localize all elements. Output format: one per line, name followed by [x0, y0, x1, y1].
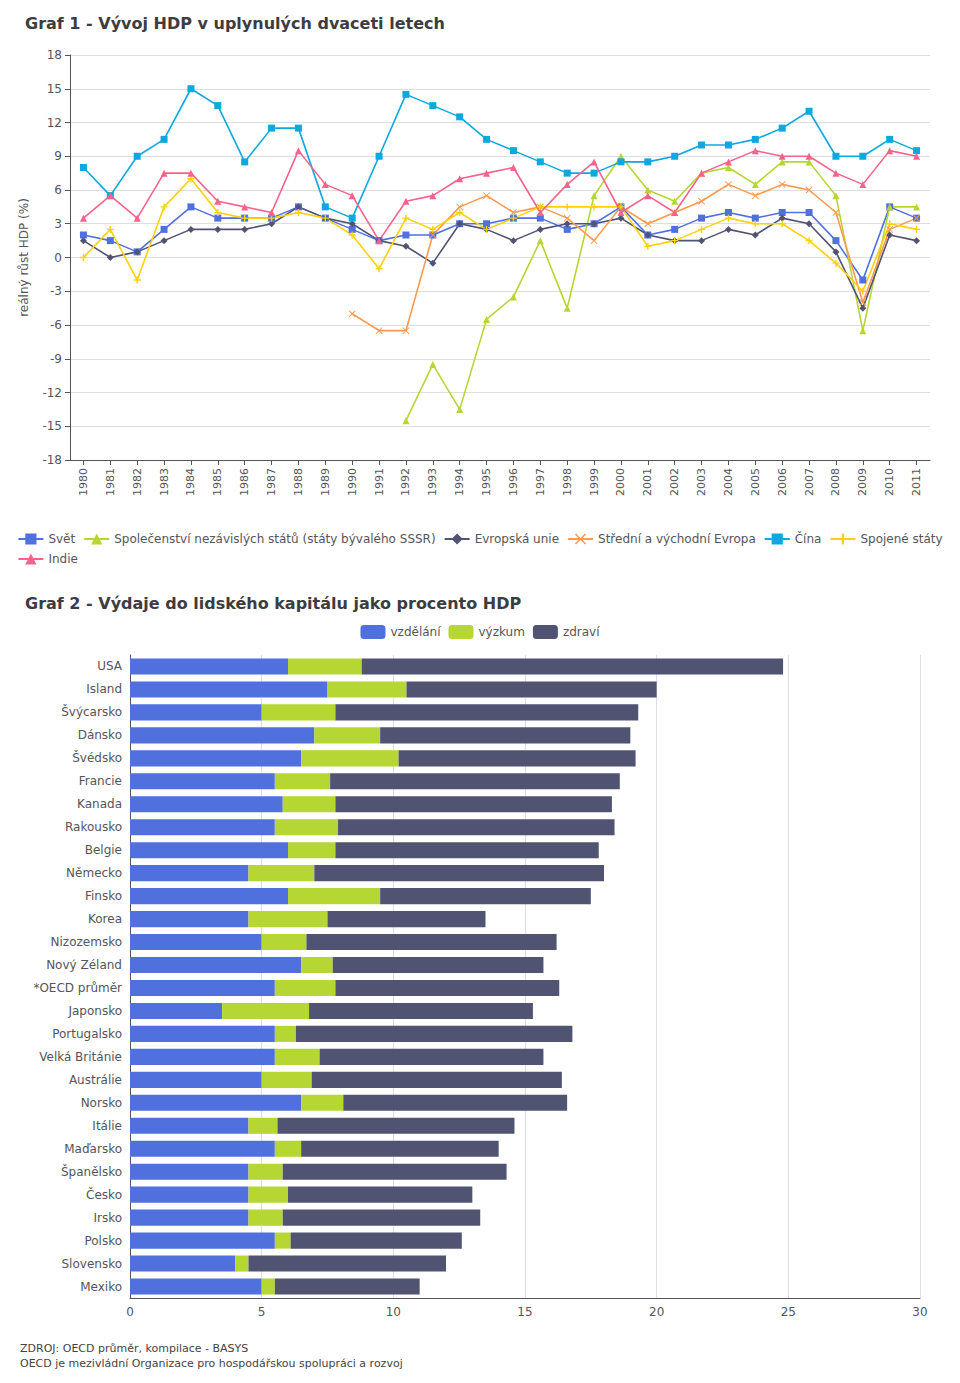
svg-text:1987: 1987: [265, 468, 278, 496]
svg-text:15: 15: [47, 82, 62, 96]
svg-text:0: 0: [126, 1305, 134, 1319]
svg-text:Společenství nezávislých států: Společenství nezávislých států (státy bý…: [114, 532, 435, 546]
svg-text:2004: 2004: [722, 468, 735, 496]
svg-text:Evropská unie: Evropská unie: [475, 532, 559, 546]
svg-text:30: 30: [912, 1305, 927, 1319]
svg-text:2005: 2005: [749, 468, 762, 496]
svg-text:2002: 2002: [668, 468, 681, 496]
svg-text:Spojené státy: Spojené státy: [860, 532, 942, 546]
svg-text:Čína: Čína: [795, 531, 822, 546]
svg-text:ZDROJ: OECD průměr, kompilace: ZDROJ: OECD průměr, kompilace - BASYS: [20, 1342, 248, 1355]
svg-text:1998: 1998: [561, 468, 574, 496]
svg-text:1991: 1991: [373, 468, 386, 496]
svg-text:Maďarsko: Maďarsko: [64, 1142, 122, 1156]
svg-text:1997: 1997: [534, 468, 547, 496]
svg-text:2003: 2003: [695, 468, 708, 496]
svg-text:5: 5: [258, 1305, 266, 1319]
svg-text:zdraví: zdraví: [563, 625, 600, 639]
svg-text:1992: 1992: [399, 468, 412, 496]
svg-text:1993: 1993: [426, 468, 439, 496]
svg-text:-15: -15: [42, 419, 62, 433]
svg-text:2006: 2006: [776, 468, 789, 496]
svg-text:1981: 1981: [104, 468, 117, 496]
svg-text:Rakousko: Rakousko: [65, 820, 122, 834]
svg-text:1988: 1988: [292, 468, 305, 496]
svg-text:1990: 1990: [346, 468, 359, 496]
svg-text:2009: 2009: [856, 468, 869, 496]
svg-text:Island: Island: [86, 682, 122, 696]
svg-text:Svět: Svět: [48, 532, 75, 546]
svg-text:-6: -6: [50, 318, 62, 332]
svg-text:12: 12: [47, 116, 62, 130]
svg-text:2008: 2008: [829, 468, 842, 496]
svg-text:Polsko: Polsko: [84, 1234, 122, 1248]
svg-text:Indie: Indie: [48, 552, 77, 566]
svg-text:1985: 1985: [211, 468, 224, 496]
svg-text:Itálie: Itálie: [92, 1119, 122, 1133]
svg-text:Střední a východní Evropa: Střední a východní Evropa: [598, 532, 756, 546]
svg-text:-9: -9: [50, 352, 62, 366]
svg-text:6: 6: [54, 183, 62, 197]
svg-text:Španělsko: Španělsko: [61, 1164, 122, 1179]
svg-text:Švýcarsko: Švýcarsko: [61, 704, 122, 719]
svg-text:Belgie: Belgie: [85, 843, 122, 857]
svg-text:15: 15: [517, 1305, 532, 1319]
svg-text:OECD je mezivládní Organizace: OECD je mezivládní Organizace pro hospod…: [20, 1357, 403, 1370]
svg-text:-3: -3: [50, 284, 62, 298]
svg-text:1999: 1999: [588, 468, 601, 496]
svg-text:Česko: Česko: [86, 1187, 122, 1202]
svg-text:20: 20: [649, 1305, 664, 1319]
svg-text:Finsko: Finsko: [85, 889, 122, 903]
svg-text:Francie: Francie: [79, 774, 122, 788]
svg-text:Německo: Německo: [66, 866, 122, 880]
svg-text:1994: 1994: [453, 468, 466, 496]
svg-text:1989: 1989: [319, 468, 332, 496]
svg-text:9: 9: [54, 149, 62, 163]
svg-text:1982: 1982: [131, 468, 144, 496]
svg-text:18: 18: [47, 48, 62, 62]
svg-text:Velká Británie: Velká Británie: [39, 1050, 122, 1064]
svg-text:Švédsko: Švédsko: [72, 750, 122, 765]
svg-text:10: 10: [386, 1305, 401, 1319]
svg-text:1983: 1983: [158, 468, 171, 496]
svg-text:výzkum: výzkum: [479, 625, 525, 639]
svg-text:2001: 2001: [641, 468, 654, 496]
svg-text:1995: 1995: [480, 468, 493, 496]
svg-text:reálný růst HDP (%): reálný růst HDP (%): [17, 198, 31, 317]
svg-text:*OECD průměr: *OECD průměr: [33, 981, 122, 995]
svg-text:2007: 2007: [803, 468, 816, 496]
svg-text:2000: 2000: [614, 468, 627, 496]
svg-text:1984: 1984: [184, 468, 197, 496]
svg-text:Japonsko: Japonsko: [67, 1004, 122, 1018]
svg-text:1986: 1986: [238, 468, 251, 496]
svg-text:1996: 1996: [507, 468, 520, 496]
svg-text:Korea: Korea: [88, 912, 122, 926]
svg-text:Irsko: Irsko: [93, 1211, 122, 1225]
svg-text:Norsko: Norsko: [81, 1096, 122, 1110]
svg-text:Slovensko: Slovensko: [62, 1257, 123, 1271]
svg-text:Nizozemsko: Nizozemsko: [51, 935, 122, 949]
svg-text:2011: 2011: [910, 468, 923, 496]
svg-text:vzdělání: vzdělání: [390, 625, 441, 639]
svg-text:-18: -18: [42, 453, 62, 467]
svg-text:USA: USA: [97, 659, 123, 673]
svg-text:3: 3: [54, 217, 62, 231]
svg-text:1980: 1980: [77, 468, 90, 496]
svg-text:Graf 1 - Vývoj HDP v uplynulýc: Graf 1 - Vývoj HDP v uplynulých dvaceti …: [25, 14, 445, 33]
svg-text:Graf 2 - Výdaje do lidského ka: Graf 2 - Výdaje do lidského kapitálu jak…: [25, 594, 521, 613]
svg-text:Portugalsko: Portugalsko: [52, 1027, 122, 1041]
svg-text:Nový Zéland: Nový Zéland: [46, 958, 122, 972]
svg-text:Kanada: Kanada: [77, 797, 122, 811]
svg-text:25: 25: [781, 1305, 796, 1319]
svg-text:Mexiko: Mexiko: [80, 1280, 122, 1294]
svg-text:Austrálie: Austrálie: [69, 1073, 122, 1087]
svg-text:-12: -12: [42, 386, 62, 400]
svg-text:Dánsko: Dánsko: [78, 728, 122, 742]
svg-text:0: 0: [54, 251, 62, 265]
svg-text:2010: 2010: [883, 468, 896, 496]
